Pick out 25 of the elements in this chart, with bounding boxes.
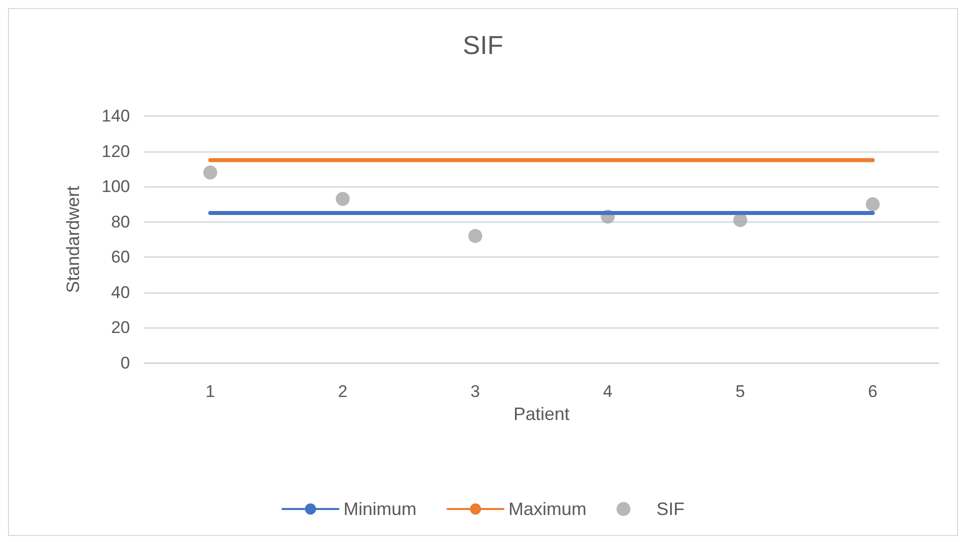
y-tick-label: 120	[102, 142, 130, 161]
x-tick-label: 2	[338, 382, 348, 401]
chart-title: SIF	[462, 30, 504, 60]
point	[203, 165, 218, 180]
x-tick-label: 6	[868, 382, 878, 401]
x-tick-label: 3	[470, 382, 480, 401]
x-tick-label: 1	[206, 382, 215, 401]
point	[866, 197, 880, 212]
y-tick-label: 60	[111, 248, 130, 267]
legend-label: SIF	[656, 499, 685, 519]
point	[468, 228, 482, 243]
point	[733, 213, 748, 228]
y-tick-label: 140	[102, 106, 130, 126]
y-tick-label: 100	[102, 177, 130, 196]
y-tick-label: 40	[111, 282, 130, 302]
y-tick-label: 20	[111, 318, 130, 338]
y-tick-label: 80	[111, 212, 130, 232]
legend-label: Minimum	[343, 499, 417, 519]
legend-label: Maximum	[508, 499, 587, 519]
x-axis-title: Patient	[513, 404, 570, 424]
point	[336, 192, 350, 206]
y-tick-label: 0	[120, 354, 130, 372]
x-tick-label: 5	[736, 382, 745, 401]
x-tick-label: 4	[603, 382, 612, 401]
y-axis-title: Standardwert	[63, 186, 83, 294]
